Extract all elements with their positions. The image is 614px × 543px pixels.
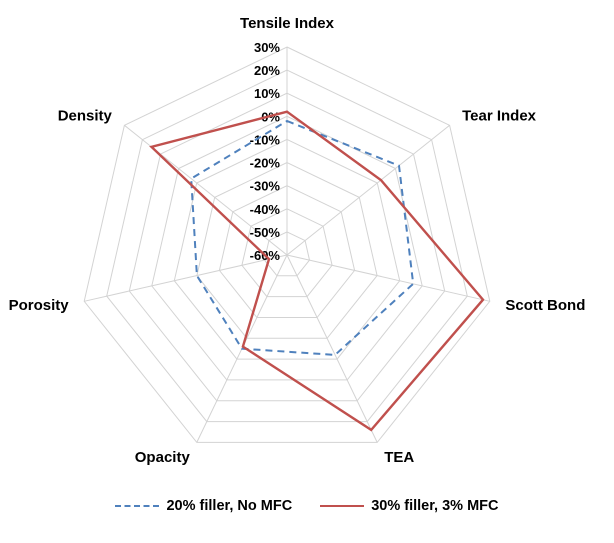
grid-ring <box>196 162 378 339</box>
grid-ring <box>151 115 423 381</box>
grid-ring <box>128 92 446 402</box>
radial-tick-label: -20% <box>250 156 281 171</box>
axis-spoke <box>286 254 378 443</box>
axis-label-tea: TEA <box>384 449 414 466</box>
axis-label-opacity: Opacity <box>135 449 191 466</box>
radar-chart: 30%20%10%0%-10%-20%-30%-40%-50%-60%Tensi… <box>9 15 586 466</box>
legend-dashed-line-swatch <box>115 505 160 507</box>
radial-tick-label: 20% <box>254 63 280 78</box>
legend-solid-line-swatch <box>320 505 365 507</box>
radial-tick-label: -40% <box>250 202 281 217</box>
radial-tick-label: -10% <box>250 132 281 147</box>
radial-tick-label: -30% <box>250 179 281 194</box>
series-line-30-filler-3-mfc <box>149 110 485 432</box>
radial-tick-label: -50% <box>250 225 281 240</box>
grid-ring <box>241 208 333 298</box>
legend-label: 30% filler, 3% MFC <box>371 498 499 514</box>
axis-spoke <box>286 254 490 302</box>
legend-item: 20% filler, No MFC <box>115 498 292 514</box>
grid-ring <box>263 231 311 277</box>
chart-legend: 20% filler, No MFC 30% filler, 3% MFC <box>0 498 614 514</box>
axis-label-density: Density <box>58 107 113 124</box>
axis-spoke <box>84 254 288 302</box>
radial-tick-label: 30% <box>254 40 280 55</box>
legend-label: 20% filler, No MFC <box>166 498 293 514</box>
radial-tick-label: 10% <box>254 86 280 101</box>
axis-spoke <box>286 124 450 256</box>
axis-label-tear-index: Tear Index <box>462 107 537 124</box>
grid-ring <box>106 69 468 423</box>
axis-label-porosity: Porosity <box>9 297 70 314</box>
axis-label-scott-bond: Scott Bond <box>505 297 585 314</box>
axis-label-tensile-index: Tensile Index <box>240 15 335 32</box>
grid-ring <box>83 46 491 443</box>
series-line-20-filler-no-mfc <box>190 119 415 356</box>
legend-item: 30% filler, 3% MFC <box>320 498 499 514</box>
